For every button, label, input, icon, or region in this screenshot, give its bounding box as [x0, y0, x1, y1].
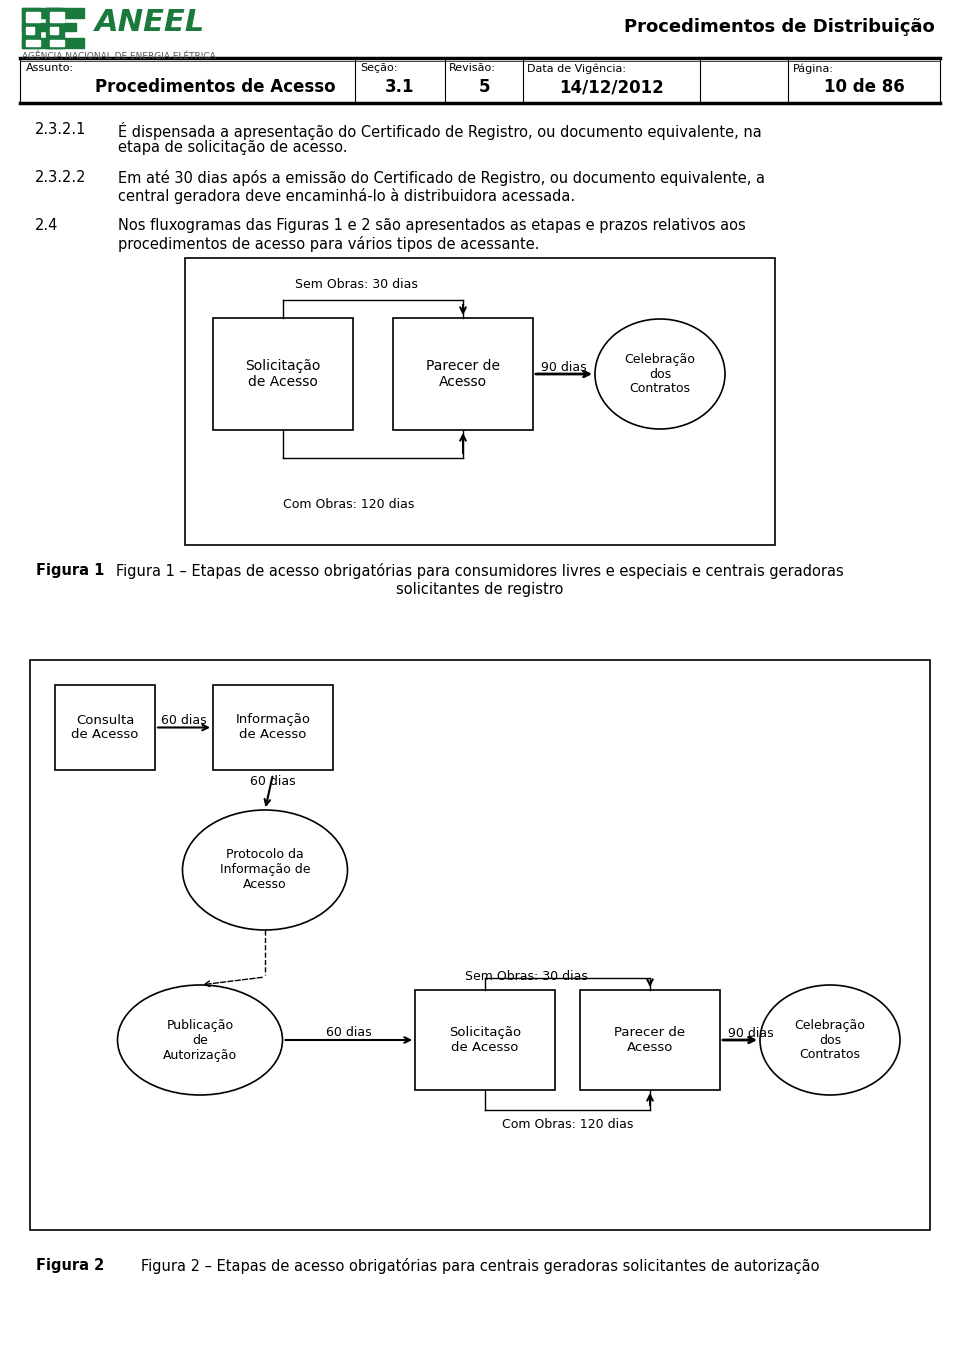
Bar	[50, 39, 64, 46]
Text: 60 dias: 60 dias	[161, 713, 206, 727]
Text: Parecer de
Acesso: Parecer de Acesso	[614, 1026, 685, 1055]
Bar	[50, 27, 58, 34]
Text: 2.3.2.2: 2.3.2.2	[35, 170, 86, 185]
Text: ANEEL: ANEEL	[95, 8, 205, 37]
Text: Página:: Página:	[793, 63, 834, 73]
Text: Figura 1 – Etapas de acesso obrigatórias para consumidores livres e especiais e : Figura 1 – Etapas de acesso obrigatórias…	[116, 563, 844, 579]
Text: Figura 1: Figura 1	[36, 563, 105, 578]
Ellipse shape	[760, 985, 900, 1095]
Text: 60 dias: 60 dias	[326, 1026, 372, 1040]
Text: Publicação
de
Autorização: Publicação de Autorização	[163, 1018, 237, 1061]
Bar	[46, 8, 84, 18]
Ellipse shape	[182, 810, 348, 930]
Text: 2.3.2.1: 2.3.2.1	[35, 122, 86, 137]
Bar	[50, 12, 64, 22]
Text: 60 dias: 60 dias	[251, 775, 296, 788]
FancyBboxPatch shape	[55, 685, 155, 771]
FancyBboxPatch shape	[580, 989, 720, 1090]
Text: Procedimentos de Acesso: Procedimentos de Acesso	[95, 77, 336, 96]
Bar	[22, 8, 40, 48]
Text: Procedimentos de Distribuição: Procedimentos de Distribuição	[624, 18, 935, 35]
Text: É dispensada a apresentação do Certificado de Registro, ou documento equivalente: É dispensada a apresentação do Certifica…	[118, 122, 761, 140]
FancyBboxPatch shape	[185, 258, 775, 545]
Text: Figura 2 – Etapas de acesso obrigatórias para centrais geradoras solicitantes de: Figura 2 – Etapas de acesso obrigatórias…	[141, 1258, 819, 1273]
Bar	[46, 23, 76, 31]
Text: 5: 5	[478, 77, 490, 96]
Text: Com Obras: 120 dias: Com Obras: 120 dias	[502, 1118, 634, 1131]
Text: Informação
de Acesso: Informação de Acesso	[235, 713, 310, 742]
Text: central geradora deve encaminhá-lo à distribuidora acessada.: central geradora deve encaminhá-lo à dis…	[118, 188, 575, 204]
Bar	[22, 38, 60, 48]
Text: solicitantes de registro: solicitantes de registro	[396, 582, 564, 597]
Bar	[46, 38, 84, 48]
Text: Seção:: Seção:	[360, 63, 397, 73]
Ellipse shape	[117, 985, 282, 1095]
Text: Consulta
de Acesso: Consulta de Acesso	[71, 713, 138, 742]
Ellipse shape	[595, 319, 725, 429]
Text: Figura 2: Figura 2	[36, 1258, 105, 1273]
Bar	[26, 12, 40, 22]
Text: Celebração
dos
Contratos: Celebração dos Contratos	[625, 352, 695, 395]
FancyBboxPatch shape	[30, 660, 930, 1230]
Text: AGÊNCIA NACIONAL DE ENERGIA ELÉTRICA: AGÊNCIA NACIONAL DE ENERGIA ELÉTRICA	[22, 52, 216, 61]
Text: 90 dias: 90 dias	[728, 1027, 774, 1040]
Text: Protocolo da
Informação de
Acesso: Protocolo da Informação de Acesso	[220, 848, 310, 892]
FancyBboxPatch shape	[213, 685, 333, 771]
Bar	[46, 8, 64, 48]
Text: Sem Obras: 30 dias: Sem Obras: 30 dias	[295, 279, 418, 291]
FancyBboxPatch shape	[393, 318, 533, 429]
Text: procedimentos de acesso para vários tipos de acessante.: procedimentos de acesso para vários tipo…	[118, 236, 540, 251]
Text: Sem Obras: 30 dias: Sem Obras: 30 dias	[465, 970, 588, 983]
Text: Nos fluxogramas das Figuras 1 e 2 são apresentados as etapas e prazos relativos : Nos fluxogramas das Figuras 1 e 2 são ap…	[118, 217, 746, 232]
Bar	[22, 8, 60, 18]
Text: Solicitação
de Acesso: Solicitação de Acesso	[449, 1026, 521, 1055]
Text: Solicitação
de Acesso: Solicitação de Acesso	[246, 359, 321, 389]
Text: 10 de 86: 10 de 86	[824, 77, 904, 96]
Text: Revisão:: Revisão:	[449, 63, 496, 73]
Text: Parecer de
Acesso: Parecer de Acesso	[426, 359, 500, 389]
Text: 3.1: 3.1	[385, 77, 415, 96]
Bar	[26, 27, 34, 34]
Text: 14/12/2012: 14/12/2012	[560, 77, 664, 96]
Text: Em até 30 dias após a emissão do Certificado de Registro, ou documento equivalen: Em até 30 dias após a emissão do Certifi…	[118, 170, 765, 186]
Text: 2.4: 2.4	[35, 217, 59, 232]
FancyBboxPatch shape	[213, 318, 353, 429]
Text: 90 dias: 90 dias	[541, 361, 587, 374]
Text: Com Obras: 120 dias: Com Obras: 120 dias	[283, 497, 415, 511]
Bar	[22, 23, 52, 31]
Text: Data de Vigência:: Data de Vigência:	[527, 63, 626, 73]
FancyBboxPatch shape	[415, 989, 555, 1090]
Text: Assunto:: Assunto:	[26, 63, 74, 73]
Text: etapa de solicitação de acesso.: etapa de solicitação de acesso.	[118, 140, 348, 155]
Text: Celebração
dos
Contratos: Celebração dos Contratos	[795, 1018, 865, 1061]
Bar	[26, 39, 40, 46]
